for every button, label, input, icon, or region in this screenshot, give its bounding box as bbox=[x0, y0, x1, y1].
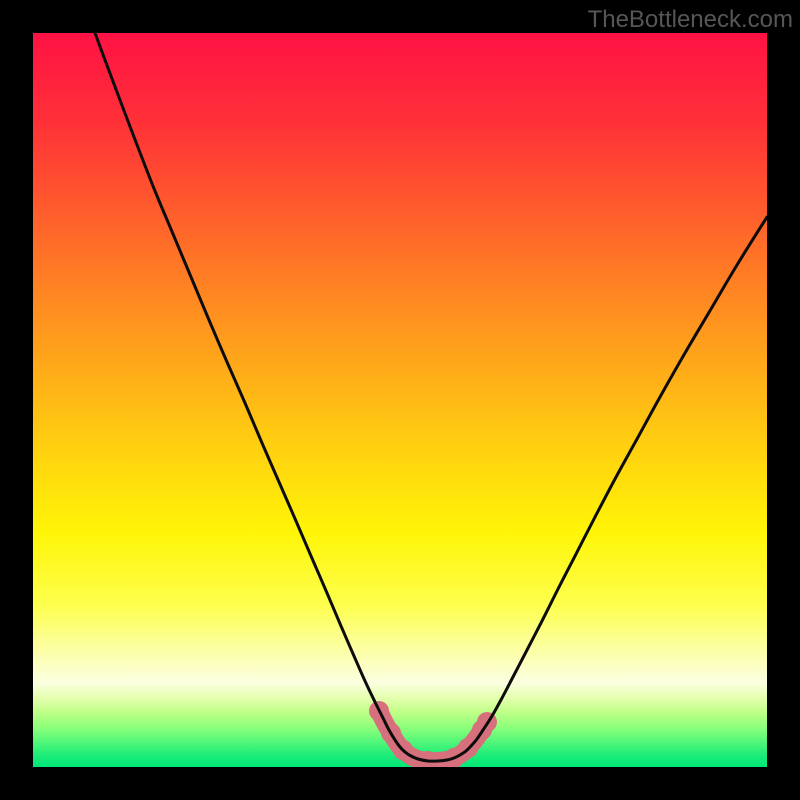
watermark-text: TheBottleneck.com bbox=[588, 6, 793, 34]
frame-border bbox=[767, 0, 800, 800]
chart-plot-area bbox=[33, 33, 767, 767]
bottleneck-curve-svg bbox=[33, 33, 767, 767]
frame-border bbox=[0, 767, 800, 800]
frame-border bbox=[0, 0, 33, 800]
main-curve bbox=[95, 33, 767, 761]
